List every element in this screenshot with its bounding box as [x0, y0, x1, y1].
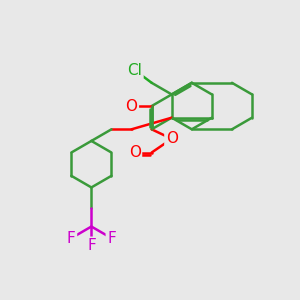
- Text: F: F: [67, 231, 76, 246]
- Text: O: O: [129, 145, 141, 160]
- Text: O: O: [166, 131, 178, 146]
- Text: F: F: [87, 238, 96, 253]
- Text: F: F: [107, 231, 116, 246]
- Text: O: O: [126, 99, 138, 114]
- Text: Cl: Cl: [127, 63, 142, 78]
